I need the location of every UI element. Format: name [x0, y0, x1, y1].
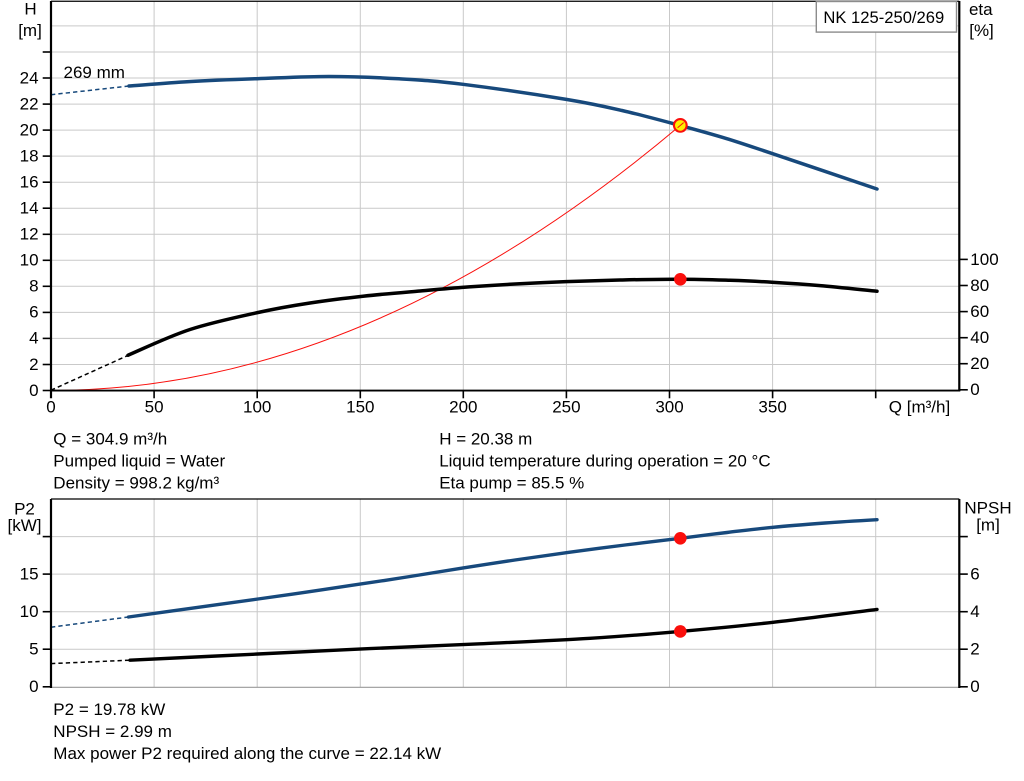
svg-text:60: 60 [970, 302, 989, 321]
svg-text:6: 6 [970, 564, 979, 583]
svg-text:4: 4 [29, 329, 38, 348]
svg-text:Liquid temperature during oper: Liquid temperature during operation = 20… [439, 451, 770, 470]
svg-text:P2: P2 [14, 499, 35, 518]
svg-text:269 mm: 269 mm [64, 63, 125, 82]
svg-text:Eta pump = 85.5 %: Eta pump = 85.5 % [439, 473, 584, 492]
svg-text:12: 12 [20, 225, 39, 244]
svg-text:H: H [24, 0, 36, 19]
svg-text:50: 50 [145, 398, 164, 417]
svg-text:P2 = 19.78 kW: P2 = 19.78 kW [53, 700, 165, 719]
svg-text:[m]: [m] [18, 21, 42, 40]
svg-text:14: 14 [20, 199, 39, 218]
svg-text:80: 80 [970, 276, 989, 295]
svg-text:15: 15 [20, 564, 39, 583]
svg-text:10: 10 [20, 251, 39, 270]
svg-text:0: 0 [29, 677, 38, 696]
svg-text:16: 16 [20, 173, 39, 192]
svg-text:4: 4 [970, 602, 979, 621]
svg-text:[%]: [%] [969, 21, 994, 40]
svg-text:24: 24 [20, 68, 39, 87]
svg-text:6: 6 [29, 303, 38, 322]
svg-text:20: 20 [20, 120, 39, 139]
svg-text:Density = 998.2 kg/m³: Density = 998.2 kg/m³ [53, 473, 219, 492]
svg-text:H = 20.38 m: H = 20.38 m [439, 429, 532, 448]
svg-text:250: 250 [552, 398, 580, 417]
svg-text:8: 8 [29, 277, 38, 296]
svg-text:Max power P2 required along th: Max power P2 required along the curve = … [53, 744, 441, 763]
svg-text:[kW]: [kW] [8, 516, 42, 535]
svg-text:NK 125-250/269: NK 125-250/269 [823, 8, 944, 27]
svg-text:5: 5 [29, 640, 38, 659]
svg-text:100: 100 [970, 250, 998, 269]
svg-text:NPSH: NPSH [964, 499, 1011, 518]
svg-text:18: 18 [20, 146, 39, 165]
svg-text:2: 2 [29, 355, 38, 374]
svg-text:350: 350 [758, 398, 786, 417]
svg-text:0: 0 [970, 677, 979, 696]
svg-text:40: 40 [970, 328, 989, 347]
svg-text:0: 0 [46, 398, 55, 417]
svg-text:10: 10 [20, 602, 39, 621]
svg-text:eta: eta [969, 0, 993, 19]
svg-text:100: 100 [243, 398, 271, 417]
svg-text:0: 0 [970, 380, 979, 399]
svg-text:[m]: [m] [976, 516, 1000, 535]
svg-text:300: 300 [655, 398, 683, 417]
svg-text:Pumped liquid = Water: Pumped liquid = Water [53, 451, 225, 470]
svg-text:200: 200 [449, 398, 477, 417]
svg-text:Q = 304.9 m³/h: Q = 304.9 m³/h [53, 429, 167, 448]
svg-text:Q [m³/h]: Q [m³/h] [889, 398, 950, 417]
svg-text:2: 2 [970, 640, 979, 659]
svg-text:22: 22 [20, 94, 39, 113]
svg-text:NPSH = 2.99 m: NPSH = 2.99 m [53, 722, 172, 741]
svg-text:150: 150 [346, 398, 374, 417]
svg-text:0: 0 [29, 381, 38, 400]
svg-text:20: 20 [970, 354, 989, 373]
